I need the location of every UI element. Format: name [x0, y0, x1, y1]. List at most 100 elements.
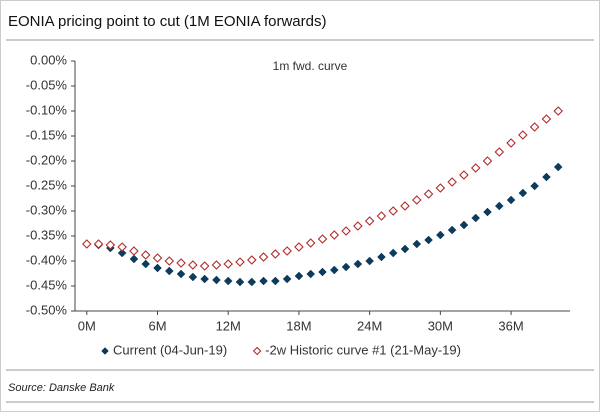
x-tick-label: 0M [78, 318, 96, 333]
point [318, 267, 327, 277]
y-tick-label: -0.40% [26, 252, 68, 267]
x-tick-label: 30M [428, 318, 453, 333]
point [153, 263, 162, 273]
point [470, 163, 481, 173]
point [294, 242, 304, 252]
point [341, 262, 351, 272]
legend-label: -2w Historic curve #1 (21-May-19) [265, 342, 461, 357]
point [306, 269, 316, 279]
point [436, 230, 445, 240]
x-tick-label: 24M [357, 318, 382, 333]
point [424, 235, 433, 245]
x-tick-label: 18M [286, 318, 311, 333]
point [129, 246, 139, 256]
point [282, 274, 292, 284]
y-tick-label: -0.10% [26, 102, 68, 117]
point [553, 162, 563, 172]
y-tick-label: -0.05% [26, 77, 68, 92]
point [459, 220, 469, 230]
point [258, 252, 269, 262]
point [447, 225, 457, 235]
point [188, 272, 198, 282]
point [529, 122, 540, 132]
point [553, 106, 563, 116]
point [200, 274, 209, 284]
point [353, 259, 363, 269]
annotation: 1m fwd. curve [273, 59, 348, 73]
point [365, 256, 374, 266]
x-tick-label: 12M [216, 318, 241, 333]
point [176, 269, 186, 279]
point [518, 188, 528, 198]
point [129, 254, 139, 264]
point [400, 244, 410, 254]
point [105, 240, 116, 250]
point [199, 261, 210, 271]
point [164, 266, 174, 276]
point [506, 195, 516, 205]
point [259, 276, 268, 286]
point [294, 271, 304, 281]
chart-title: EONIA pricing point to cut (1M EONIA for… [8, 13, 326, 30]
legend-marker [101, 347, 109, 355]
point [376, 211, 387, 221]
point [423, 189, 434, 199]
point [377, 252, 386, 262]
y-tick-label: 0.00% [30, 52, 67, 67]
y-tick-label: -0.25% [26, 177, 68, 192]
point [176, 258, 186, 268]
point [212, 275, 221, 285]
point [353, 221, 363, 231]
point [400, 201, 410, 211]
point [494, 201, 504, 211]
point [364, 216, 375, 226]
point [317, 234, 328, 244]
source: Source: Danske Bank [8, 382, 115, 394]
point [93, 239, 104, 249]
point [506, 138, 516, 148]
point [447, 177, 457, 187]
point [188, 260, 198, 270]
point [329, 230, 340, 240]
y-tick-label: -0.20% [26, 152, 68, 167]
point [541, 114, 552, 124]
point [483, 207, 492, 217]
point [141, 259, 151, 269]
point [271, 276, 280, 286]
point [117, 248, 127, 258]
legend-marker [252, 346, 262, 356]
point [270, 249, 281, 259]
point [152, 253, 163, 263]
point [341, 226, 351, 236]
point [530, 181, 539, 191]
point [412, 195, 422, 205]
point [494, 147, 505, 157]
x-tick-label: 36M [498, 318, 523, 333]
point [117, 242, 127, 252]
point [471, 213, 481, 223]
point [329, 265, 339, 275]
y-tick-label: -0.15% [26, 127, 68, 142]
x-tick-label: 6M [148, 318, 166, 333]
point [223, 276, 233, 286]
point [211, 260, 222, 270]
point [247, 277, 257, 287]
point [164, 256, 175, 266]
point [282, 246, 292, 256]
y-tick-label: -0.30% [26, 202, 68, 217]
point [388, 248, 398, 258]
point [435, 183, 446, 193]
y-tick-label: -0.45% [26, 277, 68, 292]
point [459, 170, 469, 180]
point [223, 259, 233, 269]
point [412, 239, 422, 249]
y-tick-label: -0.50% [26, 302, 68, 317]
point [140, 250, 151, 260]
point [388, 206, 398, 216]
point [482, 156, 493, 166]
point [82, 239, 92, 249]
y-tick-label: -0.35% [26, 227, 68, 242]
point [235, 277, 245, 287]
point [305, 238, 316, 248]
point [247, 255, 257, 265]
